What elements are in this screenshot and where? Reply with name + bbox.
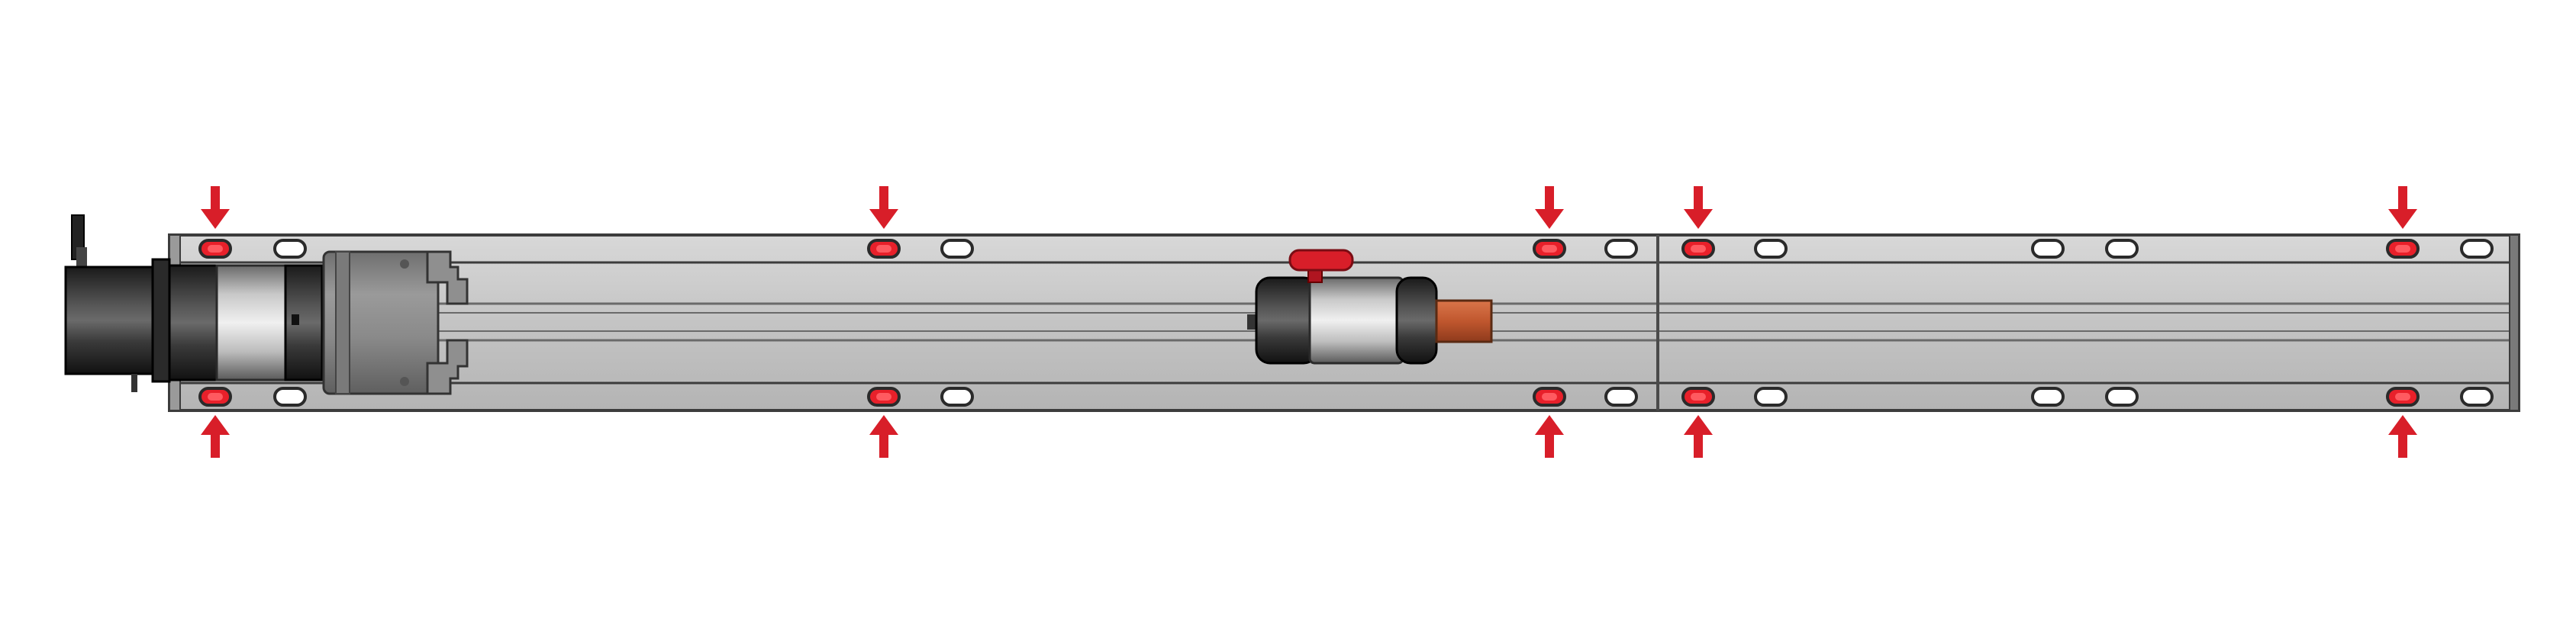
mounting-slot (2031, 239, 2065, 259)
arrow-down-icon (201, 186, 230, 229)
marked-slot-highlight (876, 393, 891, 401)
arrow-up-icon (869, 415, 898, 458)
chuck-jaw-lower (426, 339, 469, 395)
marked-slot-highlight (208, 393, 223, 401)
chuck-body (322, 250, 440, 395)
mounting-slot (2105, 387, 2139, 407)
mounting-slot (1604, 239, 1638, 259)
carriage-silver-ring (1395, 276, 1438, 365)
rail-end-cap-right (2509, 234, 2520, 411)
gearbox-body (215, 264, 287, 381)
motor-body (64, 266, 162, 375)
marked-slot-highlight (876, 245, 891, 253)
chuck-jaw-upper (426, 250, 469, 305)
arrow-down-icon (1535, 186, 1564, 229)
arrow-up-icon (201, 415, 230, 458)
mounting-slot (2031, 387, 2065, 407)
carriage-black-body (1255, 276, 1319, 365)
mounting-slot (940, 239, 974, 259)
arrow-down-icon (1684, 186, 1713, 229)
arrow-down-icon (2388, 186, 2417, 229)
mounting-arrows (201, 186, 2417, 458)
marked-slot-highlight (1691, 245, 1706, 253)
arrow-up-icon (2388, 415, 2417, 458)
marked-slot-highlight (2395, 393, 2410, 401)
chuck-face (335, 251, 350, 394)
mounting-slot (273, 387, 307, 407)
gearbox (168, 264, 324, 381)
mounting-slot (1604, 387, 1638, 407)
marked-slot-highlight (1691, 393, 1706, 401)
arrow-down-icon (869, 186, 898, 229)
mounting-slots (198, 239, 2494, 407)
chuck-screw (400, 377, 409, 386)
marked-slot-highlight (1542, 245, 1557, 253)
marked-slot-highlight (1542, 393, 1557, 401)
carriage-knob (1288, 249, 1354, 272)
carriage-silver-body (1308, 276, 1404, 365)
mounting-slot (2105, 239, 2139, 259)
mounting-slot (2460, 239, 2494, 259)
mounting-slot (2460, 387, 2494, 407)
chuck-screw (400, 259, 409, 269)
gearbox-dark-ring (168, 264, 220, 381)
mounting-slot (1754, 239, 1788, 259)
marked-slot-highlight (2395, 245, 2410, 253)
mounting-slot (1754, 387, 1788, 407)
chuck (322, 250, 469, 395)
arrow-up-icon (1535, 415, 1564, 458)
gearbox-marker (292, 314, 299, 325)
mounting-slot (273, 239, 307, 259)
gearbox-band (284, 264, 324, 381)
carriage (1247, 249, 1493, 365)
stepper-motor (64, 214, 171, 392)
motor-flange (151, 258, 171, 383)
arrow-up-icon (1684, 415, 1713, 458)
motor-shaft-stub (131, 374, 137, 392)
carriage-tip (1435, 299, 1493, 343)
motor-connector (76, 247, 87, 267)
mounting-slot (940, 387, 974, 407)
marked-slot-highlight (208, 245, 223, 253)
